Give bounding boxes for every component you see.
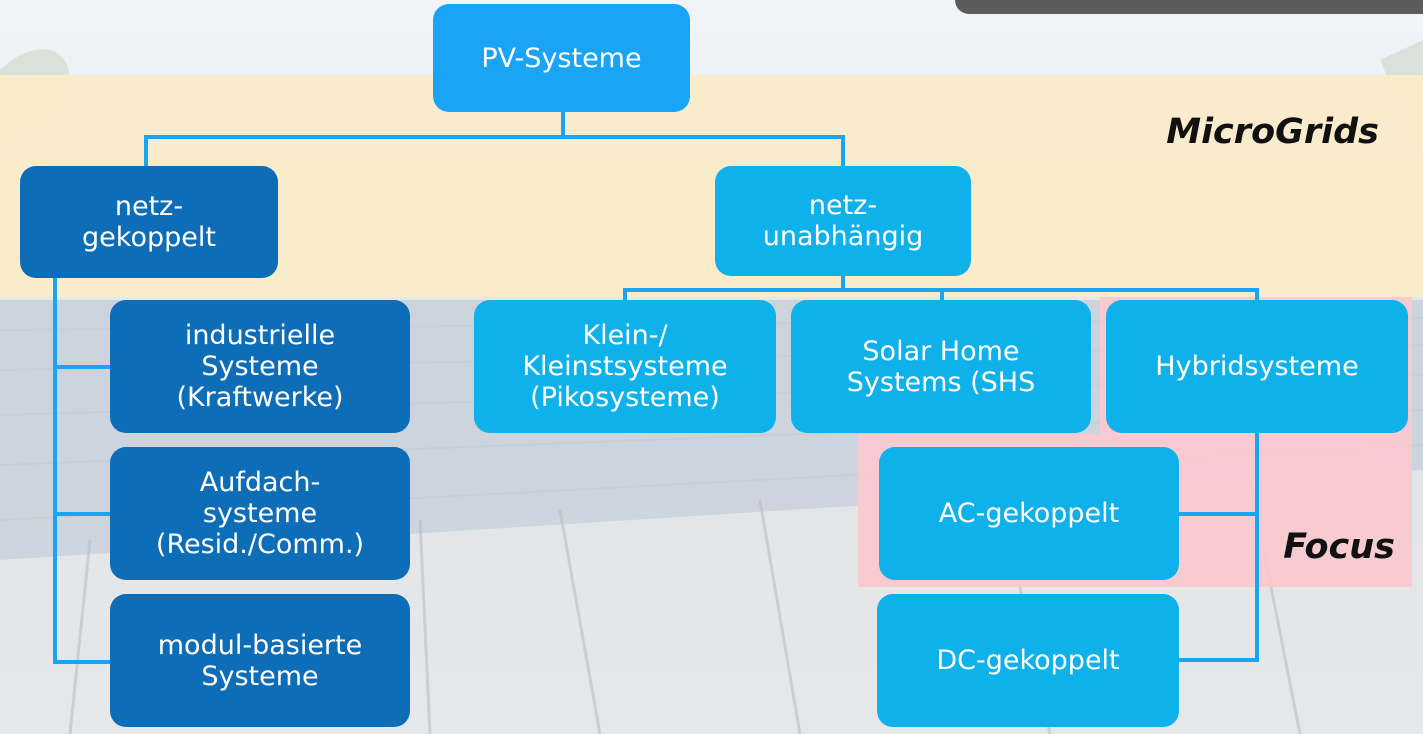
node-solar-home-systems: Solar Home Systems (SHS [791, 300, 1091, 433]
connector-off-grid [623, 274, 1259, 304]
node-small-systems: Klein-/ Kleinstsysteme (Pikosysteme) [474, 300, 776, 433]
node-rooftop-systems: Aufdach- systeme (Resid./Comm.) [110, 447, 410, 580]
connector-grid-connected [53, 276, 114, 664]
node-hybrid-systems: Hybridsysteme [1106, 300, 1408, 433]
node-off-grid: netz- unabhängig [715, 166, 971, 276]
node-dc-coupled: DC-gekoppelt [877, 594, 1179, 727]
node-ac-coupled: AC-gekoppelt [879, 447, 1179, 580]
microgrids-label: MicroGrids [1166, 112, 1379, 152]
node-grid-connected: netz- gekoppelt [20, 166, 278, 278]
focus-label: Focus [1283, 527, 1395, 567]
connector-root-to-branches [144, 108, 845, 168]
node-pv-systems: PV-Systeme [433, 4, 690, 112]
top-bar [955, 0, 1423, 14]
connector-hybrid [1175, 430, 1259, 662]
node-industrial-systems: industrielle Systeme (Kraftwerke) [110, 300, 410, 433]
node-module-based-systems: modul-basierte Systeme [110, 594, 410, 727]
